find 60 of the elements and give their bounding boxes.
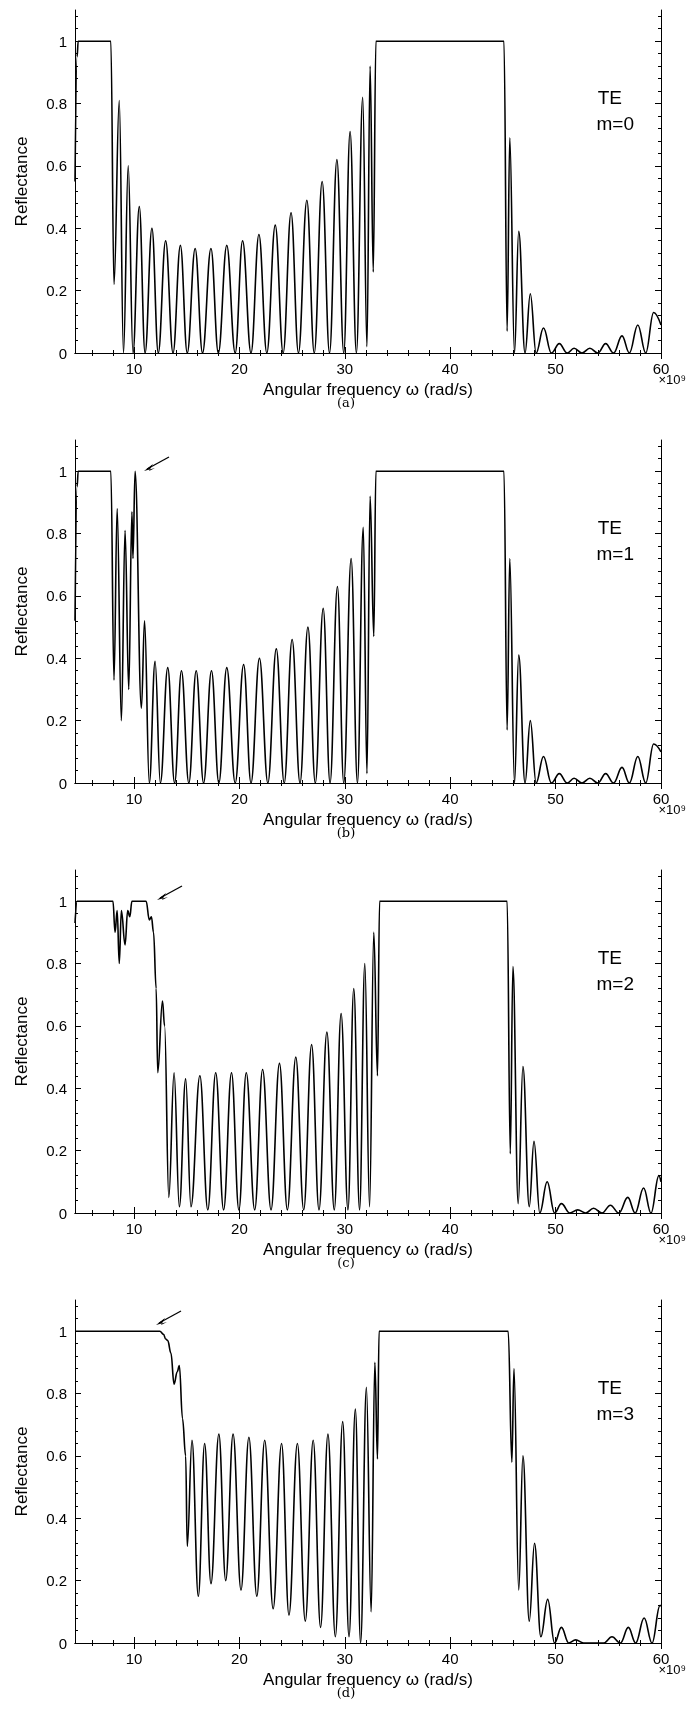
x-tick-label: 40 — [441, 1220, 459, 1237]
x-tick-label: 50 — [547, 1220, 564, 1237]
y-axis-title: Reflectance — [12, 1426, 31, 1517]
x-tick-label: 20 — [231, 790, 248, 807]
y-tick-label: 0 — [58, 1634, 67, 1652]
x-tick-label: 30 — [336, 1220, 354, 1237]
y-tick-label: 0.6 — [46, 157, 67, 175]
annotation: m=2 — [596, 973, 635, 994]
y-tick-label: 0.8 — [46, 95, 67, 113]
x-tick-label: 10 — [125, 1650, 143, 1667]
x-tick-label: 50 — [547, 360, 564, 377]
x-tick-label: 50 — [547, 790, 564, 807]
x-tick-label: 40 — [441, 1650, 459, 1667]
x-tick-label: 20 — [231, 360, 248, 377]
annotation: m=1 — [596, 543, 635, 564]
y-tick-label: 0.4 — [46, 649, 67, 667]
annotation: TE — [597, 87, 622, 108]
x-tick-label: 10 — [125, 1220, 143, 1237]
x-tick-label: 10 — [125, 790, 143, 807]
y-tick-label: 0.8 — [46, 525, 67, 543]
annotation: m=3 — [596, 1403, 635, 1424]
x-tick-label: 20 — [231, 1220, 248, 1237]
y-tick-label: 0 — [58, 344, 67, 362]
annotation: TE — [597, 947, 622, 968]
x-tick-label: 20 — [231, 1650, 248, 1667]
y-tick-label: 1 — [58, 892, 67, 910]
x-tick-label: 40 — [441, 790, 459, 807]
y-tick-label: 0.4 — [46, 1079, 67, 1097]
y-tick-label: 0.2 — [46, 712, 67, 730]
y-tick-label: 0 — [58, 774, 67, 792]
annotation: TE — [597, 1377, 622, 1398]
y-axis-title: Reflectance — [12, 996, 31, 1087]
x-tick-label: 50 — [547, 1650, 564, 1667]
y-tick-label: 0.4 — [46, 219, 67, 237]
x-tick-label: 10 — [125, 360, 143, 377]
y-tick-label: 0.2 — [46, 282, 67, 300]
y-axis-title: Reflectance — [12, 136, 31, 227]
y-tick-label: 0.6 — [46, 587, 67, 605]
y-tick-label: 1 — [58, 1322, 67, 1340]
x-tick-label: 30 — [336, 1650, 354, 1667]
y-tick-label: 0.4 — [46, 1509, 67, 1527]
x-tick-label: 30 — [336, 790, 354, 807]
y-tick-label: 0 — [58, 1204, 67, 1222]
x-axis-title: Angular frequency ω (rad/s) — [263, 380, 473, 399]
annotation: m=0 — [596, 113, 635, 134]
annotation: TE — [597, 517, 622, 538]
y-tick-label: 0.8 — [46, 955, 67, 973]
y-axis-title: Reflectance — [12, 566, 31, 657]
y-tick-label: 0.6 — [46, 1447, 67, 1465]
x-axis-title: Angular frequency ω (rad/s) — [263, 1240, 473, 1259]
x-tick-label: 30 — [336, 360, 354, 377]
y-tick-label: 1 — [58, 32, 67, 50]
x-axis-title: Angular frequency ω (rad/s) — [263, 1670, 473, 1689]
x-axis-title: Angular frequency ω (rad/s) — [263, 810, 473, 829]
y-tick-label: 0.2 — [46, 1572, 67, 1590]
y-tick-label: 1 — [58, 462, 67, 480]
y-tick-label: 0.6 — [46, 1017, 67, 1035]
y-tick-label: 0.2 — [46, 1142, 67, 1160]
y-tick-label: 0.8 — [46, 1385, 67, 1403]
x-tick-label: 40 — [441, 360, 459, 377]
